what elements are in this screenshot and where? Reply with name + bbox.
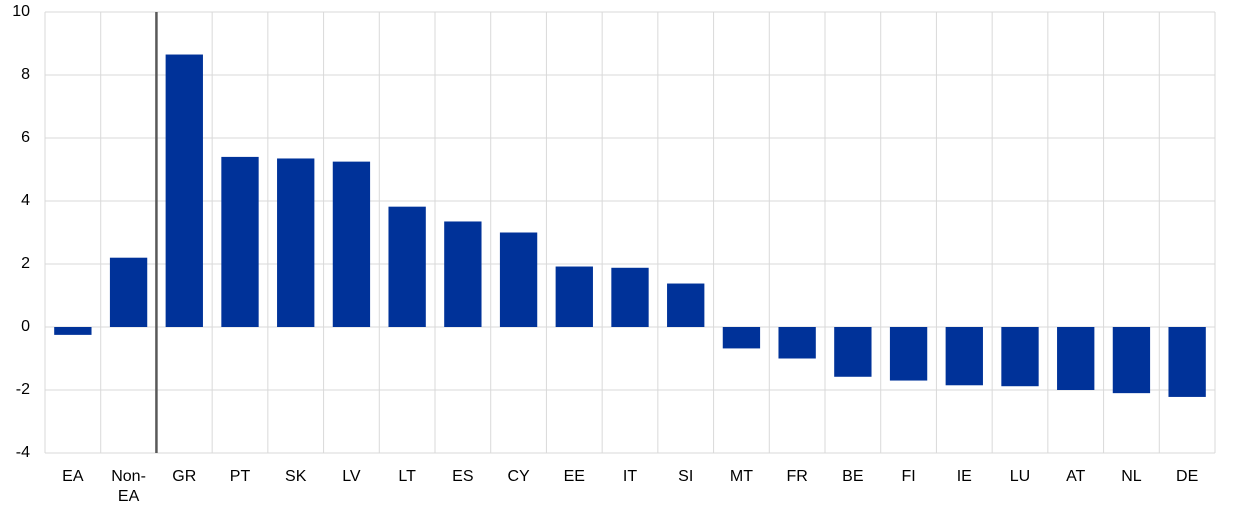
bar bbox=[889, 327, 928, 381]
x-tick-label: MT bbox=[729, 468, 753, 485]
bar bbox=[221, 156, 259, 327]
bar bbox=[555, 266, 593, 327]
x-tick-label: LU bbox=[1009, 468, 1031, 485]
x-tick-label: AT bbox=[1066, 468, 1086, 485]
bar bbox=[1057, 327, 1095, 390]
x-tick-label: DE bbox=[1176, 468, 1199, 485]
x-tick-label: SI bbox=[678, 468, 694, 485]
bar bbox=[54, 327, 92, 335]
y-tick-label: 8 bbox=[21, 66, 30, 83]
bar bbox=[277, 158, 315, 327]
bar bbox=[945, 327, 983, 386]
y-tick-label: 2 bbox=[21, 255, 30, 272]
x-tick-label: IE bbox=[956, 468, 972, 485]
bar bbox=[165, 54, 203, 328]
x-tick-label: ES bbox=[452, 468, 474, 485]
bar bbox=[109, 257, 148, 327]
x-tick-label: SK bbox=[285, 468, 307, 485]
x-tick-label: Non-EA bbox=[111, 468, 146, 505]
x-tick-label: IT bbox=[622, 468, 638, 485]
x-tick-label: EA bbox=[62, 468, 84, 485]
x-tick-label: FI bbox=[901, 468, 916, 485]
x-tick-label: FR bbox=[786, 468, 808, 485]
x-tick-label: LV bbox=[342, 468, 361, 485]
x-tick-label: PT bbox=[229, 468, 251, 485]
y-tick-label: 4 bbox=[21, 192, 30, 209]
bar bbox=[1168, 327, 1206, 397]
x-tick-label: GR bbox=[172, 468, 197, 485]
y-tick-label: 6 bbox=[21, 129, 30, 146]
bar bbox=[778, 327, 816, 359]
bar bbox=[444, 221, 482, 327]
x-tick-label: CY bbox=[507, 468, 530, 485]
bar bbox=[1001, 327, 1039, 387]
bar bbox=[1112, 327, 1151, 394]
x-tick-label: LT bbox=[398, 468, 416, 485]
y-tick-label: 10 bbox=[12, 3, 30, 20]
bar bbox=[722, 327, 761, 349]
bar bbox=[667, 283, 705, 327]
y-tick-label: 0 bbox=[21, 318, 30, 335]
bar bbox=[834, 327, 872, 377]
y-tick-label: -4 bbox=[16, 444, 30, 461]
x-tick-label: EE bbox=[563, 468, 585, 485]
bar bbox=[611, 267, 649, 327]
bar bbox=[499, 232, 538, 327]
x-tick-label: BE bbox=[842, 468, 864, 485]
y-tick-label: -2 bbox=[16, 381, 30, 398]
x-tick-label: NL bbox=[1121, 468, 1142, 485]
bar bbox=[332, 161, 371, 327]
bar bbox=[388, 206, 426, 327]
